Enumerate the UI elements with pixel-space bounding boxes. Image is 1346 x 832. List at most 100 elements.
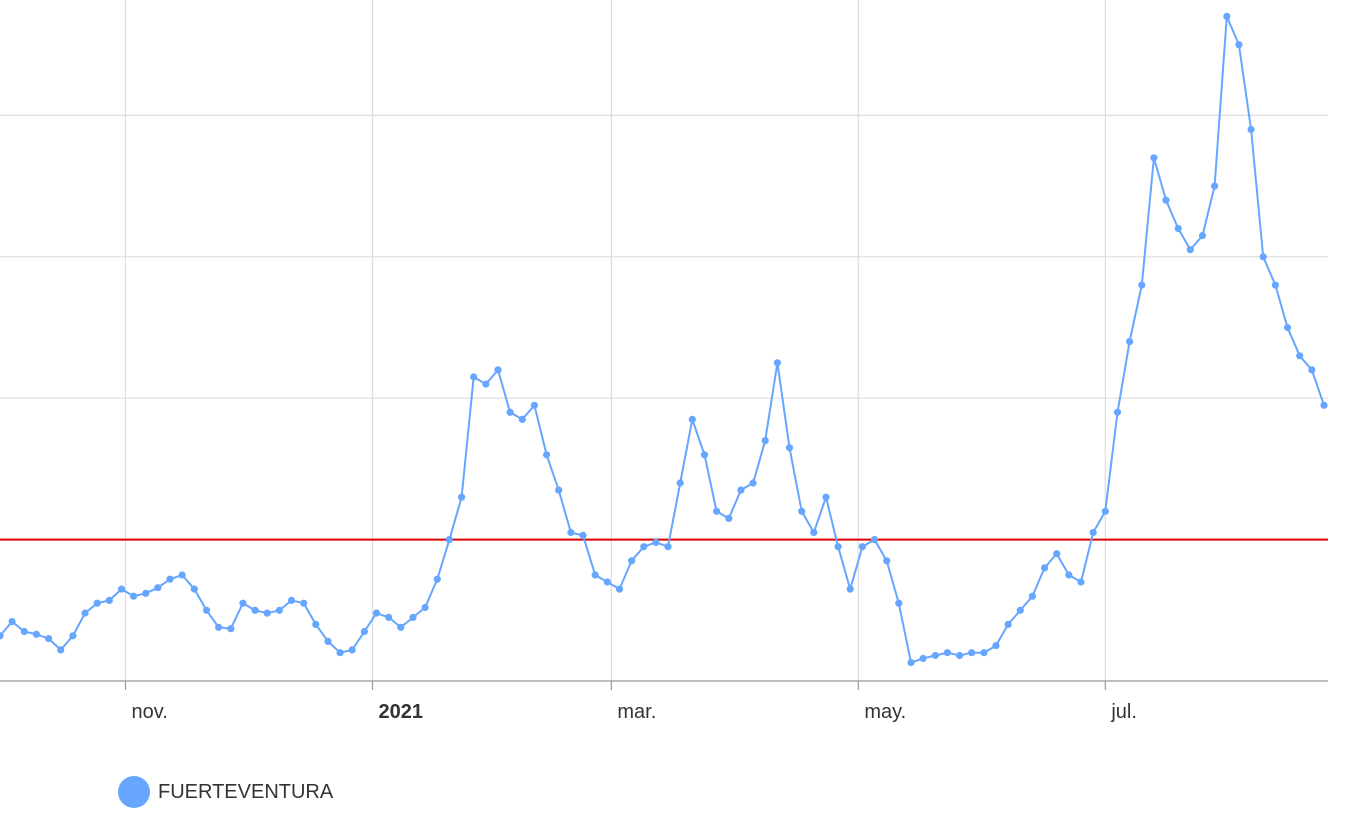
data-point — [543, 451, 551, 459]
data-point — [688, 415, 696, 423]
x-tick-label: mar. — [617, 701, 656, 723]
data-point — [130, 592, 138, 600]
data-point — [458, 493, 466, 501]
data-point — [628, 557, 636, 565]
data-point — [178, 571, 186, 579]
data-point — [20, 627, 28, 636]
data-point — [676, 479, 684, 487]
data-point — [1162, 196, 1170, 204]
data-point — [773, 359, 782, 367]
data-point — [749, 479, 757, 487]
data-point — [870, 536, 879, 544]
data-point — [372, 609, 381, 617]
x-tick-label: may. — [864, 701, 906, 723]
x-tick-label: nov. — [132, 701, 168, 723]
data-point — [943, 649, 952, 657]
data-point — [640, 543, 648, 551]
data-point — [324, 637, 332, 646]
data-point — [385, 613, 393, 622]
data-point — [931, 651, 939, 660]
data-point — [445, 536, 453, 544]
data-point — [907, 659, 915, 667]
data-point — [1016, 606, 1024, 614]
data-point — [275, 606, 283, 614]
data-point — [142, 589, 150, 597]
data-point — [713, 507, 721, 515]
data-point — [1320, 401, 1328, 409]
data-point — [494, 366, 502, 374]
data-point — [1283, 323, 1292, 332]
data-point — [919, 654, 927, 663]
legend[interactable]: FUERTEVENTURA — [118, 776, 333, 808]
data-point — [202, 606, 211, 614]
data-point — [980, 649, 988, 657]
data-point — [1223, 12, 1231, 20]
data-point — [45, 635, 53, 643]
data-point — [239, 599, 247, 607]
legend-swatch — [118, 776, 150, 808]
data-point — [798, 507, 806, 515]
data-point — [1089, 528, 1097, 537]
data-point — [1235, 41, 1243, 49]
data-point — [1247, 125, 1255, 134]
data-point — [57, 646, 65, 654]
data-point — [105, 596, 113, 605]
data-point — [1308, 366, 1316, 374]
data-point — [482, 380, 490, 388]
data-point — [603, 578, 611, 586]
data-point — [1028, 592, 1036, 600]
data-point — [421, 603, 429, 612]
data-point — [1053, 550, 1061, 558]
data-point — [1077, 578, 1085, 586]
data-point — [567, 528, 575, 537]
legend-label-fuerteventura: FUERTEVENTURA — [158, 780, 334, 803]
data-point — [968, 649, 976, 657]
data-point — [433, 575, 441, 583]
data-point — [834, 543, 842, 551]
data-point — [822, 493, 830, 501]
data-point — [227, 625, 235, 633]
data-point — [895, 599, 903, 607]
series-line — [0, 16, 1325, 664]
data-point — [700, 451, 709, 459]
data-point — [360, 627, 368, 636]
data-point — [518, 415, 526, 423]
data-point — [858, 543, 867, 551]
data-point — [32, 630, 41, 638]
x-tick-label: 2021 — [378, 701, 423, 723]
data-point — [117, 585, 126, 593]
data-point — [555, 486, 563, 494]
data-point — [1174, 224, 1182, 233]
data-point — [956, 651, 964, 660]
data-point — [1198, 232, 1207, 240]
data-point — [992, 642, 1000, 650]
data-point — [397, 623, 405, 631]
data-point — [1065, 571, 1073, 579]
data-point — [1150, 154, 1158, 162]
line-chart: nov. 2021 mar. may. jul. — [0, 0, 1328, 723]
data-point — [1271, 281, 1279, 289]
data-point — [190, 585, 198, 593]
data-point — [300, 599, 308, 607]
data-point — [810, 528, 818, 537]
data-point — [725, 514, 733, 523]
data-point — [8, 618, 16, 626]
data-point — [215, 623, 223, 631]
data-point — [154, 584, 162, 592]
data-point — [93, 599, 101, 607]
data-point — [0, 632, 4, 640]
data-point — [785, 444, 794, 452]
data-point — [251, 606, 259, 614]
data-point — [166, 575, 174, 583]
data-point — [1113, 408, 1122, 416]
data-point — [1259, 253, 1267, 261]
data-point — [1211, 182, 1219, 190]
data-point — [470, 373, 478, 381]
data-point — [1126, 338, 1134, 346]
data-point — [312, 620, 320, 629]
data-point — [1041, 564, 1049, 572]
data-point — [530, 401, 539, 409]
data-point — [737, 486, 745, 494]
data-point — [287, 596, 296, 605]
